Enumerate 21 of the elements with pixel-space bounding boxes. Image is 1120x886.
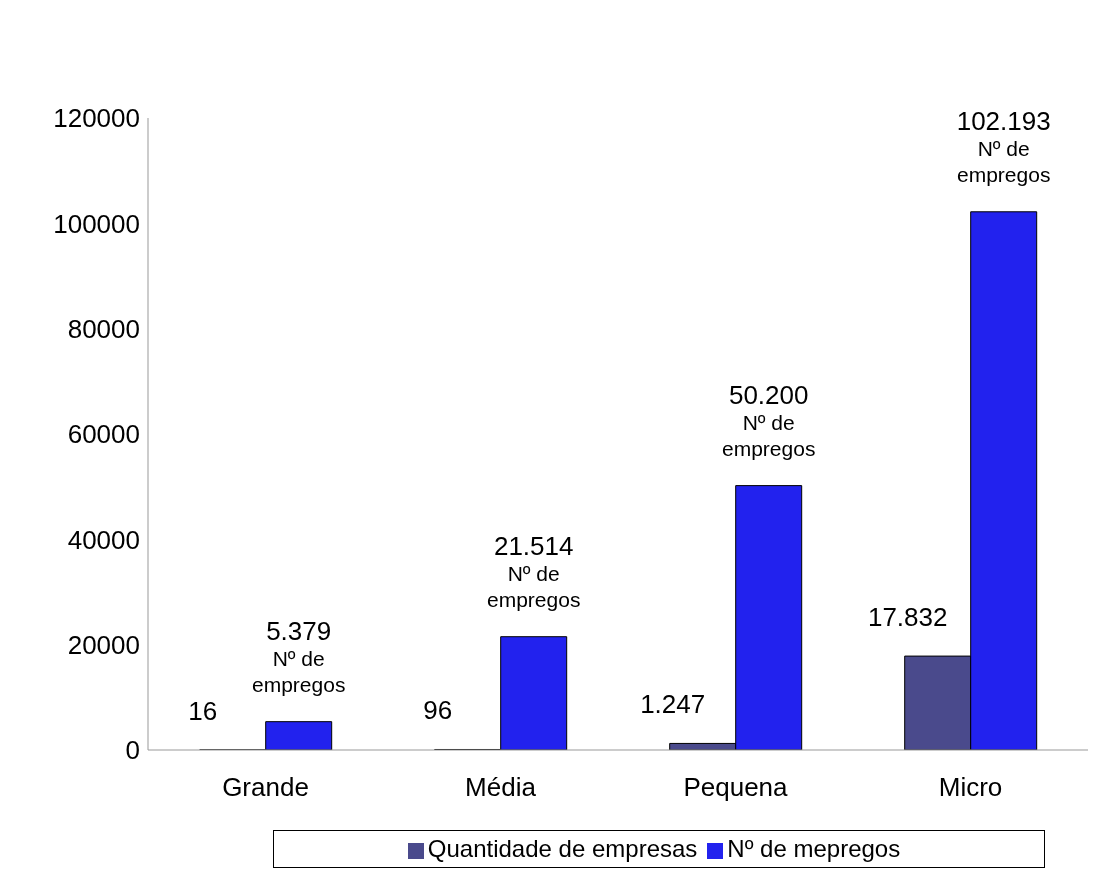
x-tick-label: Pequena [683,772,789,803]
data-label: 5.379 Nº de empregos [252,615,346,696]
y-tick-label: 0 [125,735,140,766]
y-tick-label: 40000 [67,524,140,555]
data-label: 96 [423,695,453,726]
y-tick-label: 100000 [53,208,140,239]
y-tick-label: 120000 [53,103,140,134]
data-label: 102.193 Nº de empregos [956,105,1051,186]
x-tick-label: Grande [222,772,309,803]
data-label: 17.832 [867,602,948,633]
data-label: 16 [188,695,218,726]
data-label: 1.247 [640,689,706,720]
y-tick-label: 60000 [67,419,140,450]
x-tick-label: Micro [938,772,1003,803]
legend-label: Quantidade de empresas [427,835,698,862]
y-tick-label: 20000 [67,629,140,660]
data-label: 50.200 Nº de empregos [722,379,816,460]
data-label: 21.514 Nº de empregos [487,530,581,611]
x-tick-label: Média [465,772,537,803]
legend-label: Nº de mepregos [727,835,901,862]
y-tick-label: 80000 [67,313,140,344]
